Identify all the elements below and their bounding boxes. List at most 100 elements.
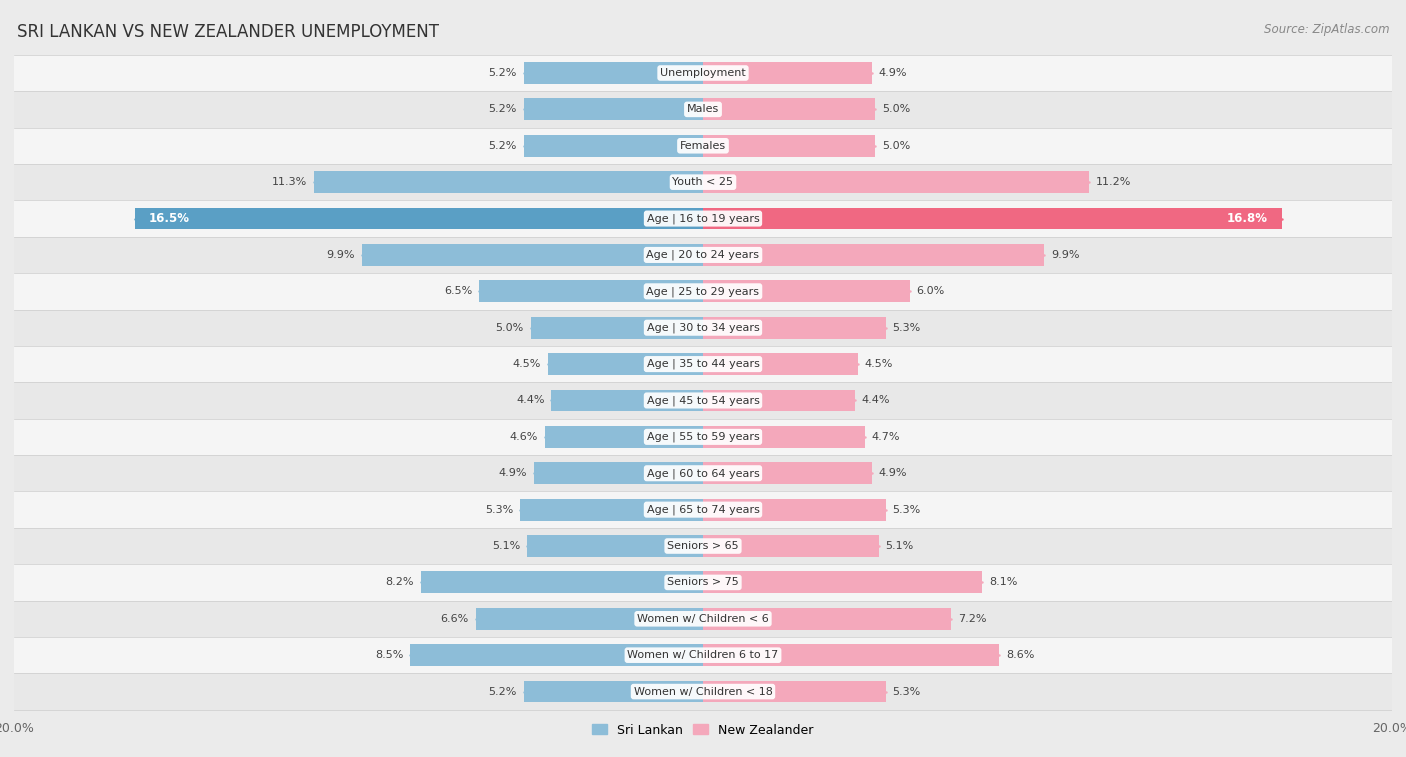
Text: 11.2%: 11.2%: [1095, 177, 1130, 187]
Bar: [14, 528, 1392, 564]
Bar: [479, 280, 703, 302]
Text: 5.2%: 5.2%: [489, 68, 517, 78]
Text: Women w/ Children < 18: Women w/ Children < 18: [634, 687, 772, 696]
Bar: [14, 346, 1392, 382]
Text: 5.0%: 5.0%: [496, 322, 524, 333]
Bar: [703, 316, 886, 338]
Bar: [14, 237, 1392, 273]
Bar: [14, 419, 1392, 455]
Text: 4.7%: 4.7%: [872, 431, 900, 442]
Bar: [703, 572, 981, 593]
Bar: [14, 91, 1392, 128]
Text: 6.6%: 6.6%: [440, 614, 468, 624]
Text: 4.9%: 4.9%: [879, 68, 907, 78]
Text: Age | 65 to 74 years: Age | 65 to 74 years: [647, 504, 759, 515]
Bar: [14, 128, 1392, 164]
Text: 5.3%: 5.3%: [485, 505, 513, 515]
Text: 16.5%: 16.5%: [149, 212, 190, 225]
Text: Age | 25 to 29 years: Age | 25 to 29 years: [647, 286, 759, 297]
Text: 5.2%: 5.2%: [489, 104, 517, 114]
Bar: [703, 390, 855, 411]
Bar: [14, 564, 1392, 600]
Bar: [548, 354, 703, 375]
Text: Seniors > 65: Seniors > 65: [668, 541, 738, 551]
Text: Women w/ Children < 6: Women w/ Children < 6: [637, 614, 769, 624]
Text: 5.1%: 5.1%: [886, 541, 914, 551]
Text: Age | 35 to 44 years: Age | 35 to 44 years: [647, 359, 759, 369]
Bar: [14, 600, 1392, 637]
Text: 11.3%: 11.3%: [271, 177, 307, 187]
Text: 4.5%: 4.5%: [513, 359, 541, 369]
Bar: [703, 681, 886, 702]
Text: SRI LANKAN VS NEW ZEALANDER UNEMPLOYMENT: SRI LANKAN VS NEW ZEALANDER UNEMPLOYMENT: [17, 23, 439, 41]
Bar: [524, 62, 703, 84]
Bar: [703, 463, 872, 484]
Bar: [14, 55, 1392, 91]
Bar: [14, 201, 1392, 237]
Text: 8.2%: 8.2%: [385, 578, 413, 587]
Bar: [14, 273, 1392, 310]
Bar: [524, 98, 703, 120]
Bar: [527, 535, 703, 557]
Bar: [703, 426, 865, 448]
Bar: [524, 135, 703, 157]
Text: Age | 16 to 19 years: Age | 16 to 19 years: [647, 213, 759, 224]
Bar: [411, 644, 703, 666]
Bar: [14, 455, 1392, 491]
Text: 5.3%: 5.3%: [893, 322, 921, 333]
Bar: [703, 535, 879, 557]
Bar: [14, 637, 1392, 674]
Text: 5.3%: 5.3%: [893, 505, 921, 515]
Text: 8.1%: 8.1%: [988, 578, 1018, 587]
Bar: [703, 608, 950, 630]
Text: 5.1%: 5.1%: [492, 541, 520, 551]
Bar: [703, 354, 858, 375]
Bar: [551, 390, 703, 411]
Text: Age | 20 to 24 years: Age | 20 to 24 years: [647, 250, 759, 260]
Text: Women w/ Children 6 to 17: Women w/ Children 6 to 17: [627, 650, 779, 660]
Bar: [14, 382, 1392, 419]
Text: 16.8%: 16.8%: [1227, 212, 1268, 225]
Text: 4.4%: 4.4%: [862, 395, 890, 406]
Text: 4.5%: 4.5%: [865, 359, 893, 369]
Text: 5.2%: 5.2%: [489, 141, 517, 151]
Text: 5.3%: 5.3%: [893, 687, 921, 696]
Bar: [314, 171, 703, 193]
Bar: [703, 244, 1045, 266]
Bar: [544, 426, 703, 448]
Bar: [14, 491, 1392, 528]
Text: 5.0%: 5.0%: [882, 104, 910, 114]
Bar: [703, 207, 1282, 229]
Text: Source: ZipAtlas.com: Source: ZipAtlas.com: [1264, 23, 1389, 36]
Text: 8.6%: 8.6%: [1007, 650, 1035, 660]
Bar: [420, 572, 703, 593]
Text: 9.9%: 9.9%: [326, 250, 356, 260]
Text: 5.2%: 5.2%: [489, 687, 517, 696]
Text: 4.4%: 4.4%: [516, 395, 544, 406]
Bar: [703, 135, 875, 157]
Legend: Sri Lankan, New Zealander: Sri Lankan, New Zealander: [588, 718, 818, 742]
Text: 9.9%: 9.9%: [1050, 250, 1080, 260]
Bar: [361, 244, 703, 266]
Bar: [520, 499, 703, 521]
Bar: [534, 463, 703, 484]
Text: Females: Females: [681, 141, 725, 151]
Bar: [531, 316, 703, 338]
Text: 8.5%: 8.5%: [375, 650, 404, 660]
Bar: [703, 499, 886, 521]
Bar: [14, 310, 1392, 346]
Text: Seniors > 75: Seniors > 75: [666, 578, 740, 587]
Text: Age | 60 to 64 years: Age | 60 to 64 years: [647, 468, 759, 478]
Bar: [524, 681, 703, 702]
Text: 7.2%: 7.2%: [957, 614, 987, 624]
Text: Youth < 25: Youth < 25: [672, 177, 734, 187]
Bar: [14, 164, 1392, 201]
Bar: [703, 280, 910, 302]
Bar: [475, 608, 703, 630]
Text: Unemployment: Unemployment: [661, 68, 745, 78]
Bar: [703, 62, 872, 84]
Text: 6.0%: 6.0%: [917, 286, 945, 296]
Bar: [703, 171, 1088, 193]
Bar: [14, 674, 1392, 710]
Text: 4.9%: 4.9%: [499, 469, 527, 478]
